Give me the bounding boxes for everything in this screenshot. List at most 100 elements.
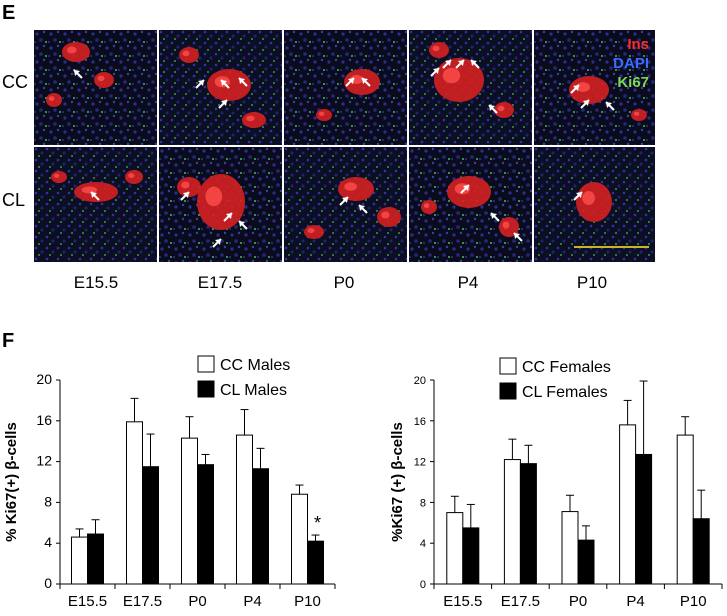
arrow-icon [223,212,233,222]
y-tick-label: 0 [44,575,52,591]
legend-label: CL Females [522,384,608,401]
bar-cc-females-e15-5 [446,512,464,585]
stage-label-p4: P4 [457,273,479,292]
insulin-islet [125,170,143,184]
x-tick-label: E15.5 [443,593,482,610]
insulin-islet [242,112,266,128]
arrow-icon [442,59,452,69]
legend-label: CL Males [220,382,287,399]
micrograph-cc-p4 [409,30,532,145]
chart-legend: CC Females CL Females [499,357,611,401]
y-tick-label: 20 [36,371,52,387]
x-tick-label: E15.5 [68,593,107,610]
insulin-islet [51,171,67,183]
arrow-icon [430,67,440,77]
bar-cl-females-p10 [692,518,710,585]
bar-cl-females-p4 [635,453,653,585]
insulin-islet [499,217,519,237]
bar-cl-males-p4 [252,468,269,585]
bar-cc-males-p10 [291,493,308,585]
insulin-islet [421,200,437,214]
arrow-icon [513,232,523,242]
insulin-islet [429,42,449,58]
y-tick-label: 8 [44,493,52,509]
arrow-icon [238,77,248,87]
insulin-islet [177,177,201,197]
arrow-icon [180,191,190,201]
x-tick-label: P4 [626,593,644,610]
y-tick-label: 20 [414,375,426,387]
insulin-islet [494,102,514,118]
bar-cl-males-p10 [307,540,324,585]
x-tick-label: P4 [243,593,261,610]
insulin-islet [434,58,484,102]
stain-legend-ki67: Ki67 [617,74,649,91]
micrograph-canvas [34,30,657,262]
bar-cl-males-e15-5 [87,533,104,585]
bar-cc-males-p0 [181,437,198,585]
micrograph-cc-e15-5 [34,30,157,145]
y-axis-label: %Ki67 (+) β-cells [389,422,406,542]
legend-swatch [197,380,215,398]
arrow-icon [345,77,355,87]
row-label-cc: CC [2,72,28,92]
y-tick-label: 12 [36,453,52,469]
legend-label: CC Males [220,357,290,374]
insulin-islet [447,176,491,208]
insulin-islet [304,225,324,239]
insulin-islet [62,42,90,62]
arrow-icon [570,84,580,94]
y-tick-label: 4 [44,534,52,550]
micrograph-grid [34,30,657,262]
y-tick-label: 16 [36,412,52,428]
legend-swatch [197,355,215,373]
insulin-islet [576,182,612,222]
stage-label-e15-5: E15.5 [73,273,119,292]
arrow-icon [470,59,480,69]
insulin-islet [569,76,609,104]
micrograph-cl-p0 [284,147,407,262]
bar-cc-males-p4 [236,434,253,585]
arrow-icon [460,184,470,194]
significance-marker: * [314,513,321,533]
arrow-icon [339,196,349,206]
arrow-icon [358,204,368,214]
y-tick-label: 0 [420,579,426,591]
insulin-islet [74,182,118,202]
insulin-islet [179,47,199,63]
y-tick-label: 4 [420,538,426,550]
y-tick-label: 8 [420,497,426,509]
bar-cl-males-p0 [197,464,214,585]
x-tick-label: P0 [188,593,206,610]
chart-males: 0 4 8 12 16 20 % Ki67(+) β-cells E15.5 E17.5 P0 P4… [3,355,336,610]
stain-legend-ins: Ins [627,36,649,53]
x-tick-label: P10 [294,593,321,610]
arrow-icon [580,99,590,109]
stain-legend-dapi: DAPI [613,55,649,72]
arrow-icon [212,238,222,248]
bar-cl-females-e17-5 [519,463,537,585]
x-tick-label: E17.5 [501,593,540,610]
bar-cl-females-e15-5 [462,527,480,585]
bar-cl-males-e17-5 [142,466,159,585]
arrow-icon [90,191,100,201]
insulin-islet [344,69,380,95]
micrograph-cl-e17-5 [159,147,282,262]
bar-cc-females-p0 [561,511,579,585]
stage-label-p10: P10 [576,273,608,292]
arrow-icon [488,104,498,114]
legend-swatch [499,357,517,375]
insulin-islet [316,109,332,121]
micrograph-cl-p4 [409,147,532,262]
row-label-cl: CL [2,190,26,210]
stage-label-p0: P0 [333,273,355,292]
arrow-icon [73,69,83,79]
micrograph-cc-p10 [534,30,657,145]
arrow-icon [490,212,500,222]
bar-cl-females-p0 [577,539,595,585]
y-tick-label: 16 [414,416,426,428]
x-tick-label: E17.5 [123,593,162,610]
micrograph-cc-e17-5 [159,30,282,145]
x-tick-label: P10 [680,593,707,610]
arrow-icon [605,101,615,111]
